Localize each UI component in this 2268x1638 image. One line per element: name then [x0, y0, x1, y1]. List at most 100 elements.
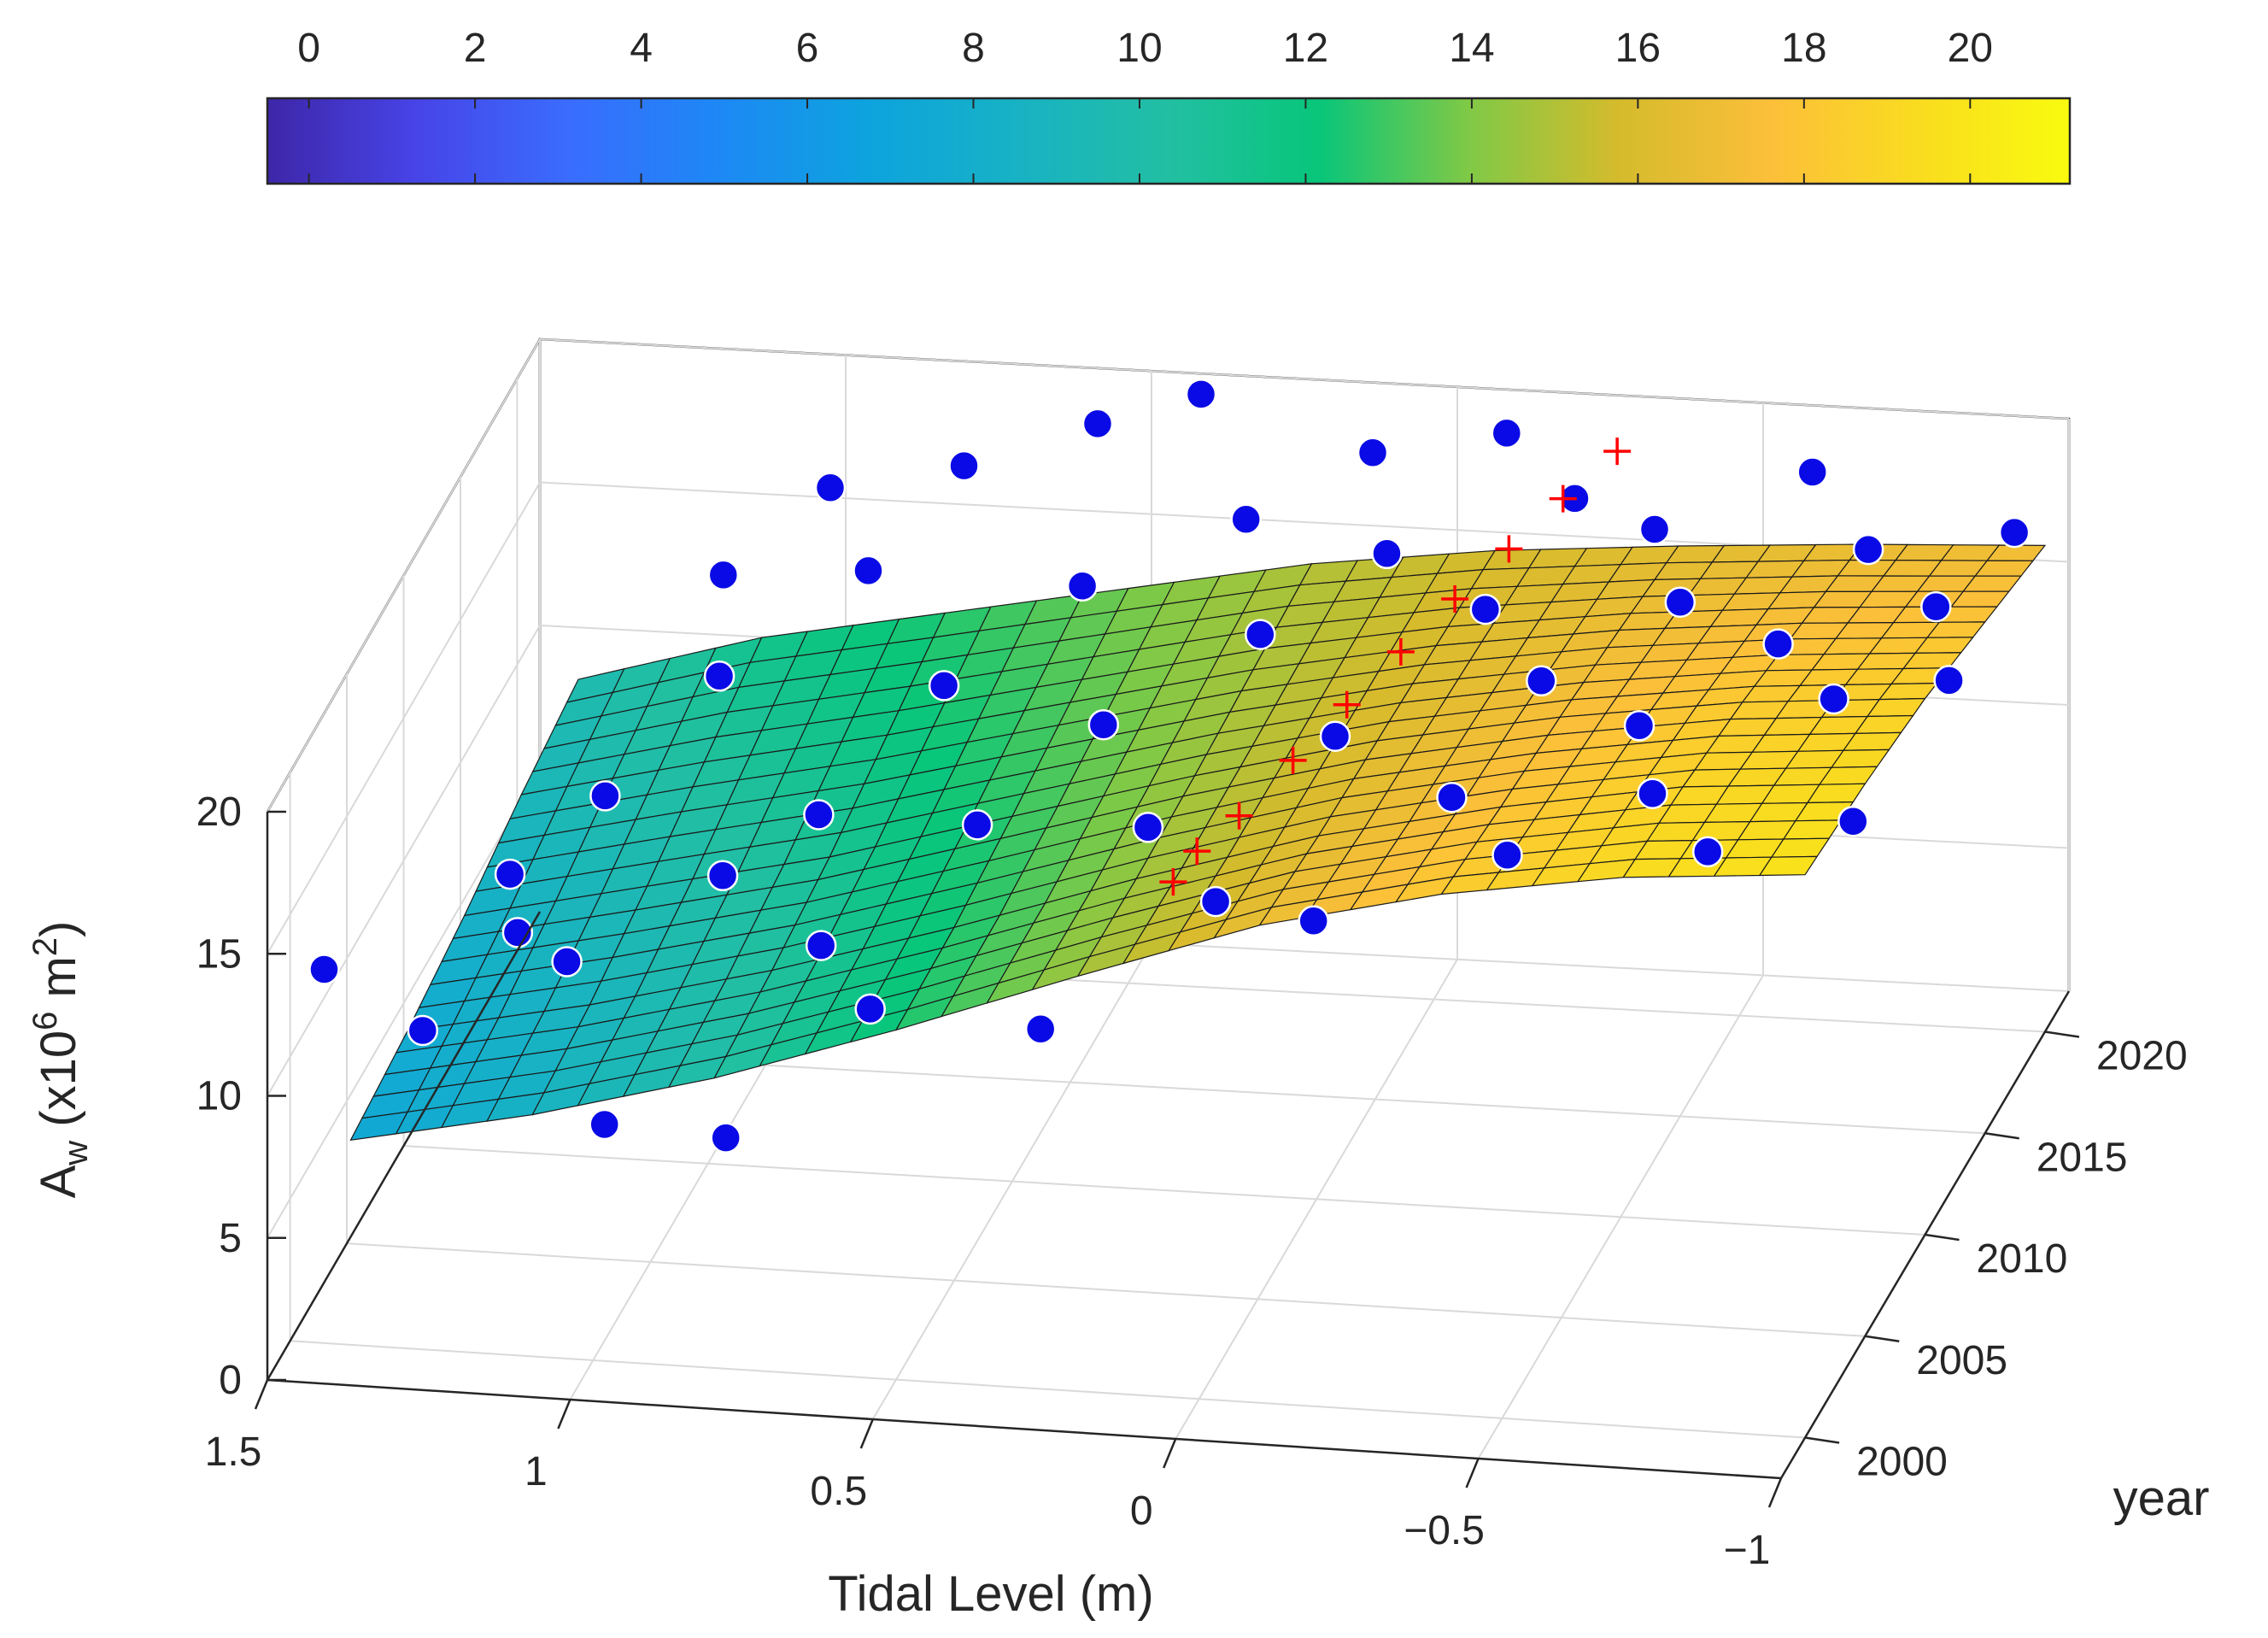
floor-left-edge — [266, 911, 542, 1381]
observation-marker — [1024, 1013, 1057, 1045]
z-axis-label-mid2: m — [31, 956, 86, 1011]
observation-marker — [1526, 665, 1557, 697]
observation-marker — [1491, 839, 1523, 872]
observation-marker — [1066, 570, 1099, 602]
z-axis-label-sub: w — [57, 1141, 95, 1166]
y-tick-mark — [1984, 1132, 2019, 1140]
z-tick-label: 5 — [219, 1216, 242, 1261]
x-tick-mark — [1465, 1458, 1480, 1488]
y-axis-label: year — [2113, 1471, 2210, 1526]
observation-marker — [1637, 778, 1668, 809]
observation-marker — [1998, 516, 2031, 549]
highlight-marker — [1279, 746, 1307, 774]
observation-marker — [1933, 665, 1965, 696]
x-tick-label: −0.5 — [1404, 1508, 1485, 1553]
colorbar-rect — [266, 97, 2072, 185]
x-tick-mark — [254, 1379, 269, 1410]
x-tick-mark — [1767, 1477, 1783, 1508]
observation-marker — [1298, 905, 1329, 937]
colorbar-tick-label: 12 — [1283, 26, 1328, 71]
highlight-marker — [1159, 868, 1187, 896]
observation-marker — [1245, 619, 1276, 650]
highlight-marker — [1603, 437, 1632, 466]
x-tick-mark — [557, 1399, 571, 1430]
highlight-marker — [1441, 585, 1469, 614]
observation-marker — [1762, 628, 1794, 660]
x-tick-label: 0 — [1130, 1488, 1153, 1534]
y-tick-label: 2005 — [1916, 1338, 2007, 1383]
observation-marker — [1623, 710, 1656, 742]
highlight-marker — [1333, 690, 1361, 719]
x-tick-labels: 1.5 1 0.5 0 −0.5 −1 — [205, 1379, 1783, 1573]
z-grid-line — [267, 338, 2070, 813]
y-tick-mark — [1804, 1436, 1840, 1444]
z-axis-label-sup1: 6 — [26, 1012, 64, 1030]
z-axis-label-base: A — [31, 1165, 86, 1198]
highlight-marker — [1495, 535, 1523, 563]
surface-patch — [1758, 855, 1819, 877]
observation-marker — [961, 809, 993, 841]
observation-marker — [1469, 593, 1502, 625]
observation-marker — [589, 1108, 620, 1141]
y-tick-labels: 2000 2005 2010 2015 2020 — [1804, 1030, 2188, 1485]
observation-marker — [1230, 503, 1262, 536]
y-tick-label: 2000 — [1856, 1440, 1948, 1485]
z-axis-label-mid: (x10 — [31, 1030, 86, 1141]
observation-marker — [1087, 708, 1120, 741]
x-tick-mark — [859, 1418, 874, 1449]
x-tick-label: 1 — [525, 1449, 548, 1494]
colorbar-tick-label: 14 — [1449, 26, 1494, 71]
observation-marker — [1319, 720, 1351, 752]
observation-marker — [1691, 836, 1724, 868]
highlight-marker — [1225, 801, 1253, 830]
observation-marker — [805, 930, 837, 961]
observation-marker — [703, 660, 735, 692]
observation-marker — [308, 954, 340, 985]
observation-marker — [706, 860, 739, 892]
observation-marker — [551, 946, 583, 978]
observation-marker — [1081, 408, 1114, 440]
colorbar-tick-label: 2 — [464, 26, 487, 71]
colorbar-tick-label: 4 — [630, 26, 653, 71]
observation-marker — [589, 780, 621, 812]
z-axis-label: Aw (x106 m2) — [26, 921, 95, 1199]
colorbar-tick-label: 16 — [1615, 26, 1661, 71]
observation-marker — [1638, 514, 1671, 545]
colorbar-tick-label: 20 — [1948, 26, 1993, 71]
markers — [308, 379, 2031, 1154]
x-axis-line — [267, 1378, 1782, 1480]
colorbar-ticks: 0 2 4 6 8 10 12 14 16 18 20 — [297, 26, 1993, 184]
colorbar: 0 2 4 6 8 10 12 14 16 18 20 — [266, 26, 2072, 185]
z-tick-label: 20 — [196, 790, 242, 835]
colorbar-tick-label: 6 — [796, 26, 819, 71]
y-tick-label: 2010 — [1977, 1236, 2068, 1282]
z-axis-label-sup2: 2 — [26, 937, 64, 956]
observation-marker — [1199, 885, 1232, 918]
colorbar-tick-label: 8 — [962, 26, 985, 71]
x-tick-label: 0.5 — [810, 1469, 867, 1514]
z-grid-line — [267, 481, 2070, 954]
y-tick-mark — [1865, 1335, 1900, 1342]
surface-mesh — [349, 543, 2047, 1142]
observation-marker — [1357, 437, 1389, 468]
observation-marker — [1185, 379, 1217, 410]
x-tick-label: −1 — [1724, 1528, 1771, 1573]
z-tick-label: 0 — [219, 1358, 242, 1403]
observation-marker — [928, 670, 960, 702]
x-axis-label: Tidal Level (m) — [828, 1566, 1153, 1622]
y-tick-mark — [2044, 1030, 2080, 1038]
observation-marker — [948, 449, 980, 482]
observation-marker — [1796, 456, 1828, 488]
observation-marker — [803, 799, 835, 831]
colorbar-tick-label: 0 — [297, 26, 320, 71]
z-tick-label: 10 — [196, 1074, 242, 1119]
observation-marker — [1837, 805, 1869, 837]
x-tick-label: 1.5 — [205, 1430, 262, 1475]
observation-marker — [1132, 812, 1164, 843]
highlight-marker — [1549, 484, 1577, 513]
observation-marker — [501, 917, 534, 948]
colorbar-tick-label: 18 — [1781, 26, 1826, 71]
observation-marker — [710, 1122, 741, 1154]
colorbar-tick-label: 10 — [1116, 26, 1162, 71]
